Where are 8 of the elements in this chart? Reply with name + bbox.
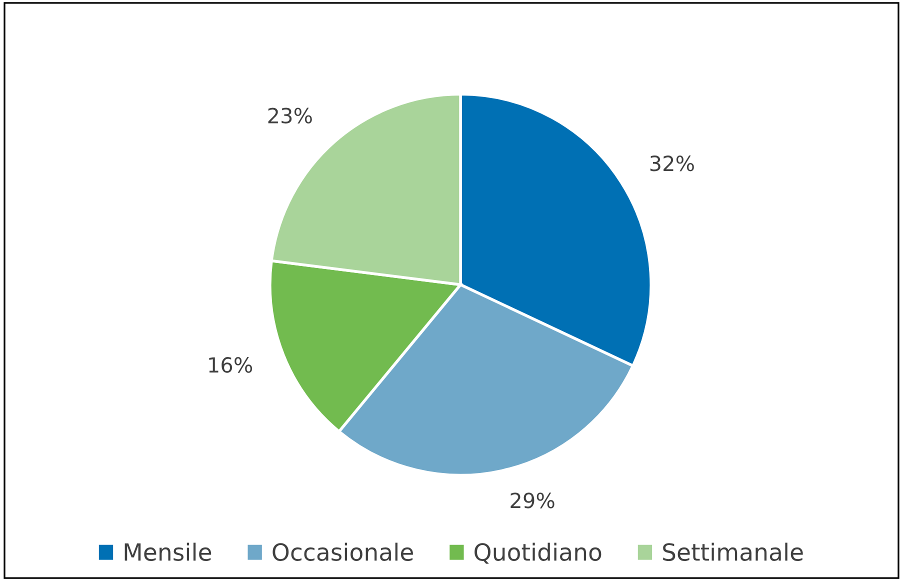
data-label: 16%: [209, 357, 252, 373]
legend-label: Settimanale: [663, 542, 803, 561]
data-label: 23%: [268, 108, 312, 124]
legend-label: Quotidiano: [474, 542, 602, 564]
legend-label: Occasionale: [272, 542, 413, 561]
data-label: 29%: [510, 492, 554, 508]
legend-label: Mensile: [124, 542, 212, 561]
data-label: 32%: [650, 156, 694, 172]
